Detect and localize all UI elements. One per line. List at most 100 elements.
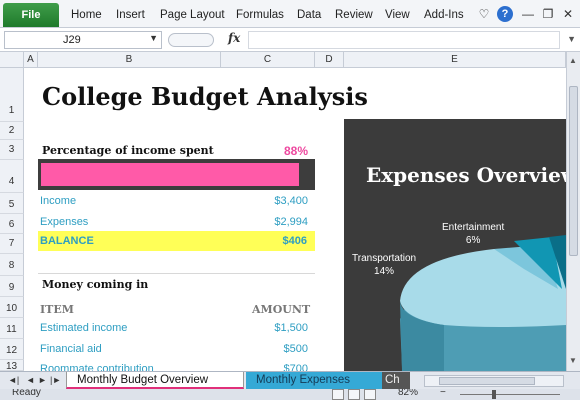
row-header-7[interactable]: 7	[0, 234, 24, 254]
formula-bar: J29 ▼ fx ▼	[0, 28, 580, 52]
sheet-tabs-bar: ◄| ◄ ► |► Monthly Budget Overview Monthl…	[0, 371, 580, 389]
row-header-6[interactable]: 6	[0, 214, 24, 234]
tab-view[interactable]: View	[385, 9, 410, 21]
percentage-value: 88%	[284, 144, 309, 158]
prev-sheet-icon[interactable]: ◄	[26, 375, 35, 385]
pie-edge	[400, 301, 444, 371]
row-header-2[interactable]: 2	[0, 122, 24, 140]
page-title: College Budget Analysis	[42, 82, 368, 111]
name-box[interactable]: J29 ▼	[4, 31, 162, 49]
name-box-value: J29	[63, 34, 81, 46]
zoom-level[interactable]: 82%	[398, 389, 419, 398]
help-icon[interactable]: ?	[497, 6, 513, 22]
worksheet-grid[interactable]: College Budget Analysis Percentage of in…	[24, 68, 566, 371]
column-headers: A B C D E	[0, 52, 580, 68]
row-header-8[interactable]: 8	[0, 254, 24, 276]
zoom-out-icon[interactable]: −	[440, 389, 446, 398]
pie-slice-entertainment	[514, 237, 562, 289]
vertical-scrollbar[interactable]: ▲ ▼	[566, 52, 580, 371]
first-sheet-icon[interactable]: ◄|	[8, 375, 20, 385]
horizontal-scrollbar[interactable]	[424, 375, 564, 387]
column-header-e[interactable]: E	[344, 52, 566, 68]
line-item-label: Financial aid	[40, 343, 102, 355]
row-header-1[interactable]: 1	[0, 68, 24, 122]
slice-label-name: Transportation	[352, 253, 417, 264]
row-header-12[interactable]: 12	[0, 339, 24, 360]
tab-data[interactable]: Data	[297, 9, 322, 21]
scroll-up-icon[interactable]: ▲	[569, 56, 577, 65]
horizontal-scroll-thumb[interactable]	[439, 377, 535, 385]
row-header-10[interactable]: 10	[0, 297, 24, 318]
line-item-amount: $500	[283, 343, 308, 355]
tab-add-ins[interactable]: Add-Ins	[424, 9, 464, 21]
formula-input[interactable]	[248, 31, 560, 49]
ribbon: File Home Insert Page Layout Formulas Da…	[0, 0, 580, 28]
row-header-9[interactable]: 9	[0, 276, 24, 297]
expand-formula-bar-icon[interactable]: ▼	[567, 34, 576, 44]
insert-function-button[interactable]: fx	[228, 31, 241, 45]
column-header-d[interactable]: D	[315, 52, 344, 68]
tab-insert[interactable]: Insert	[116, 9, 145, 21]
slice-label-name: Entertainment	[442, 222, 505, 233]
select-all-corner[interactable]	[0, 52, 24, 68]
sheet-tab-monthly-expenses[interactable]: Monthly Expenses	[246, 372, 382, 389]
expenses-label: Expenses	[40, 216, 89, 228]
page-layout-view-icon[interactable]	[348, 389, 360, 400]
expenses-chart[interactable]: Expenses Overview Entertainment 6% Trans…	[344, 119, 566, 371]
slice-label-pct: 14%	[374, 266, 395, 277]
sheet-tab-chart[interactable]: Ch	[382, 372, 410, 389]
section-divider	[38, 273, 315, 274]
slice-label-entertainment: Entertainment 6%	[442, 221, 504, 247]
row-header-3[interactable]: 3	[0, 140, 24, 160]
window-restore-icon[interactable]: ❐	[542, 7, 554, 21]
line-item-label: Roommate contribution	[40, 363, 154, 371]
page-break-view-icon[interactable]	[364, 389, 376, 400]
last-sheet-icon[interactable]: |►	[50, 375, 62, 385]
tab-home[interactable]: Home	[71, 9, 102, 21]
slice-label-pct: 6%	[465, 235, 481, 246]
balance-label: BALANCE	[40, 235, 94, 247]
next-sheet-icon[interactable]: ►	[38, 375, 47, 385]
row-header-5[interactable]: 5	[0, 193, 24, 214]
vertical-scroll-thumb[interactable]	[569, 86, 578, 256]
row-header-4[interactable]: 4	[0, 160, 24, 193]
normal-view-icon[interactable]	[332, 389, 344, 400]
pie-slice-other	[549, 235, 566, 289]
percentage-label: Percentage of income spent	[42, 144, 214, 157]
line-item-amount: $1,500	[274, 322, 308, 334]
percentage-bar	[38, 159, 315, 190]
chart-title: Expenses Overview	[366, 163, 566, 187]
row-header-13[interactable]: 13	[0, 360, 24, 371]
tab-formulas[interactable]: Formulas	[236, 9, 284, 21]
amount-column-header: AMOUNT	[252, 303, 311, 316]
balance-row: BALANCE $406	[38, 231, 315, 251]
zoom-slider[interactable]	[460, 394, 560, 395]
minimize-ribbon-icon[interactable]: ♡	[478, 7, 490, 21]
column-header-a[interactable]: A	[24, 52, 38, 68]
file-tab[interactable]: File	[3, 3, 59, 27]
percentage-bar-fill	[41, 163, 299, 186]
balance-value: $406	[282, 235, 307, 247]
item-column-header: ITEM	[40, 303, 74, 316]
status-ready: Ready	[12, 389, 41, 398]
zoom-slider-thumb[interactable]	[492, 390, 496, 399]
tab-page-layout[interactable]: Page Layout	[160, 9, 225, 21]
expenses-value: $2,994	[274, 216, 308, 228]
window-close-icon[interactable]: ✕	[562, 7, 574, 21]
income-value: $3,400	[274, 195, 308, 207]
status-bar: Ready 82% −	[0, 389, 580, 400]
chevron-down-icon[interactable]: ▼	[149, 33, 158, 43]
income-label: Income	[40, 195, 77, 207]
scroll-down-icon[interactable]: ▼	[569, 356, 577, 365]
line-item-label: Estimated income	[40, 322, 128, 334]
sheet-tab-monthly-budget-overview[interactable]: Monthly Budget Overview	[66, 372, 244, 389]
slice-label-transportation: Transportation 14%	[352, 252, 416, 278]
column-header-b[interactable]: B	[38, 52, 221, 68]
line-item-amount: $700	[283, 363, 308, 371]
column-header-c[interactable]: C	[221, 52, 315, 68]
formula-bar-divider-handle[interactable]	[168, 33, 214, 47]
row-header-11[interactable]: 11	[0, 318, 24, 339]
tab-review[interactable]: Review	[335, 9, 373, 21]
window-minimize-icon[interactable]: —	[522, 7, 534, 21]
pie-chart-graphic	[400, 235, 566, 371]
